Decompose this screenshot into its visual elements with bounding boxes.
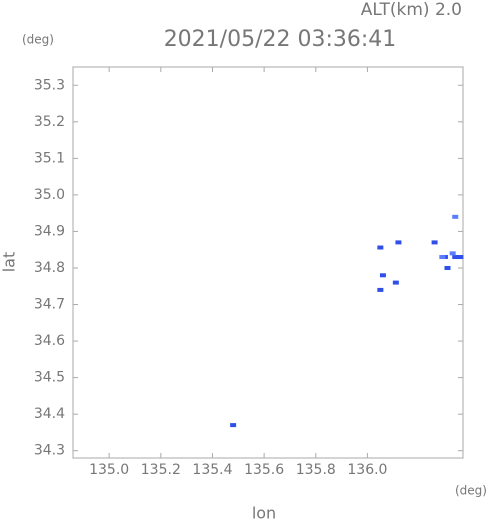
y-unit: (deg) <box>22 33 54 47</box>
x-axis-label: lon <box>252 504 276 521</box>
y-tick-label: 34.5 <box>34 370 65 386</box>
echo-point <box>395 240 402 245</box>
x-tick-label: 135.8 <box>296 462 336 478</box>
chart-title: 2021/05/22 03:36:41 <box>164 27 397 52</box>
altitude-label: ALT(km) 2.0 <box>361 0 462 20</box>
echo-point <box>377 245 384 250</box>
echo-point <box>439 255 446 260</box>
y-tick-label: 34.9 <box>34 223 65 239</box>
y-tick-label: 35.3 <box>34 77 65 93</box>
echo-point <box>392 280 399 285</box>
echo-point <box>452 214 459 219</box>
x-tick-label: 135.6 <box>244 462 284 478</box>
echo-point <box>449 251 456 256</box>
y-tick-label: 34.3 <box>34 443 65 459</box>
x-unit: (deg) <box>455 484 487 498</box>
x-tick-label: 135.2 <box>141 462 181 478</box>
x-tick-label: 136.0 <box>347 462 387 478</box>
echo-point <box>230 423 237 428</box>
y-tick-label: 34.4 <box>34 406 65 422</box>
y-tick-label: 35.0 <box>34 187 65 203</box>
y-tick-label: 34.8 <box>34 260 65 276</box>
echo-point <box>431 240 438 245</box>
echo-point <box>452 255 459 260</box>
echo-point <box>457 255 464 260</box>
echo-point <box>377 287 384 292</box>
x-tick-label: 135.0 <box>89 462 129 478</box>
echo-point <box>444 265 451 270</box>
y-tick-label: 34.6 <box>34 333 65 349</box>
y-tick-label: 35.2 <box>34 114 65 130</box>
echo-point <box>379 273 386 278</box>
y-tick-label: 35.1 <box>34 150 65 166</box>
y-tick-label: 34.7 <box>34 297 65 313</box>
plot-frame <box>72 66 464 459</box>
y-axis-label: lat <box>0 252 19 273</box>
x-tick-label: 135.4 <box>192 462 232 478</box>
